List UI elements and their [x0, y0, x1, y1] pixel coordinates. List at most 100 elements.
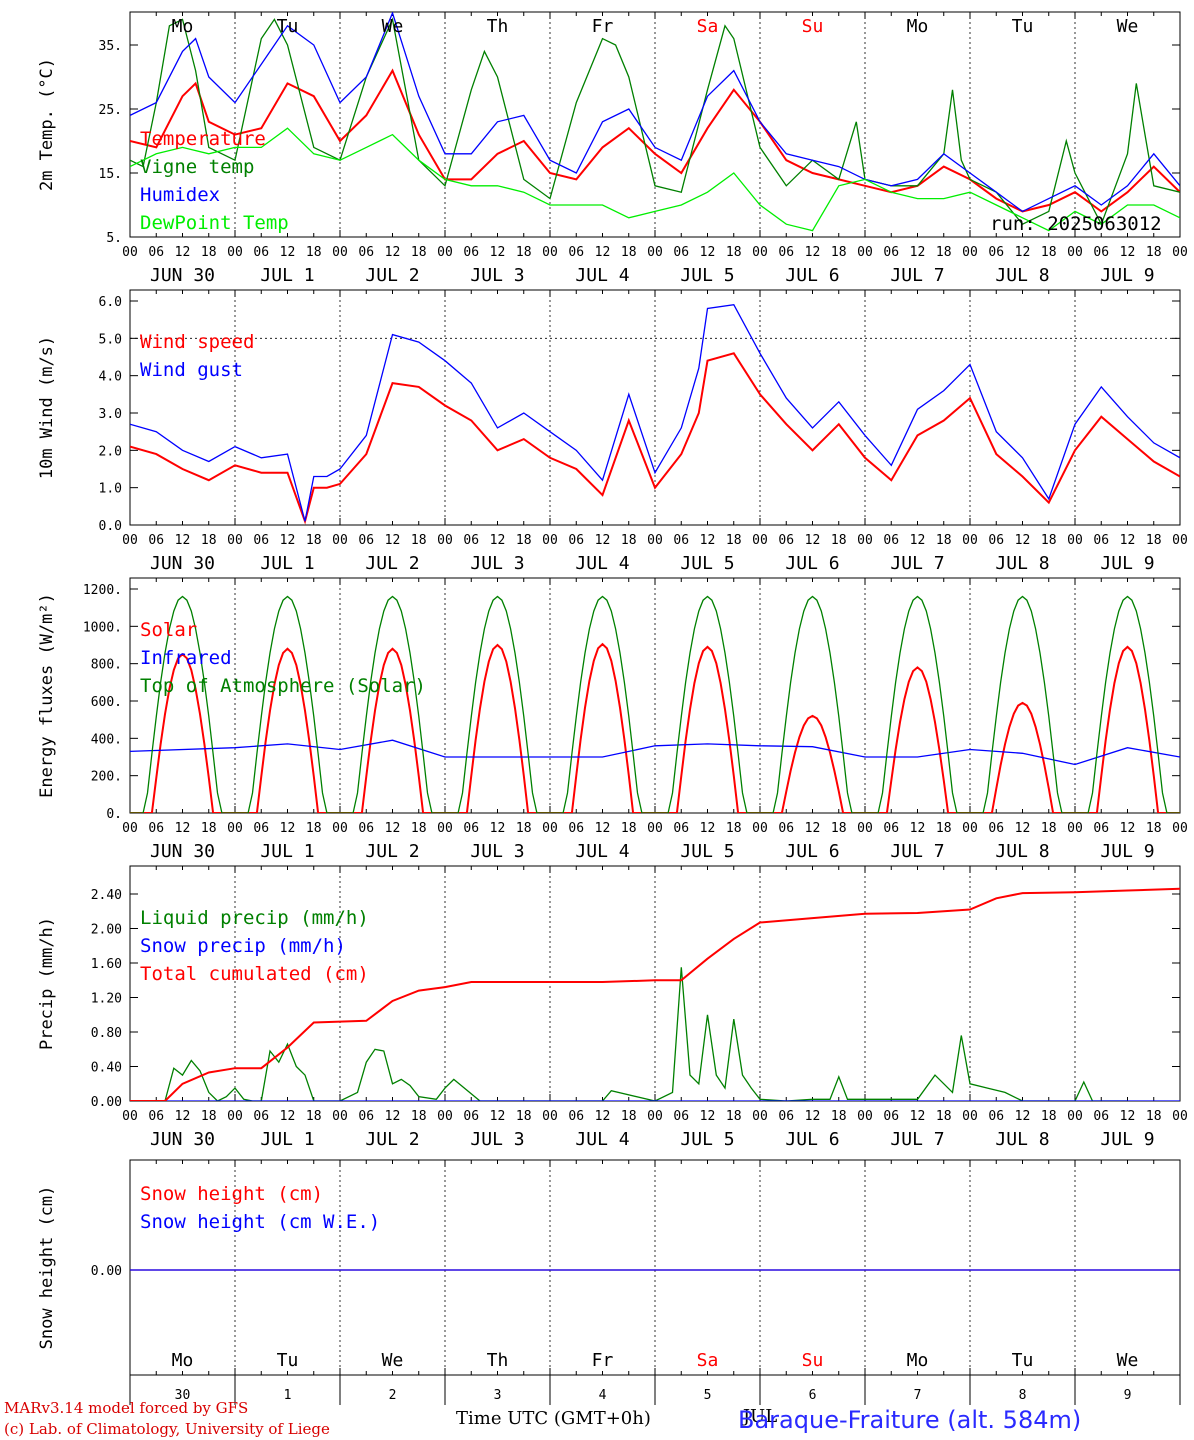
- hour-label: 18: [1146, 245, 1162, 260]
- hour-label: 06: [253, 821, 269, 836]
- date-label: JUL 7: [890, 553, 944, 574]
- hour-label: 18: [201, 821, 217, 836]
- series-wind-gust: [130, 303, 1180, 522]
- hour-label: 06: [358, 533, 374, 548]
- day-label: Th: [487, 1350, 509, 1371]
- hour-label: 18: [306, 245, 322, 260]
- date-label: JUL 4: [575, 265, 629, 286]
- day-label: Mo: [172, 1350, 194, 1371]
- hour-label: 18: [621, 245, 637, 260]
- date-label: JUL 1: [260, 1129, 314, 1150]
- day-label: Fr: [592, 16, 614, 37]
- hour-label: 18: [516, 1109, 532, 1124]
- hour-label: 18: [306, 533, 322, 548]
- y-tick-label: 0.: [106, 807, 122, 822]
- hour-label: 06: [883, 1109, 899, 1124]
- hour-label: 06: [988, 1109, 1004, 1124]
- series-humidex: [130, 12, 1180, 213]
- hour-label: 06: [568, 533, 584, 548]
- hour-label: 12: [385, 245, 401, 260]
- hour-label: 12: [1120, 1109, 1136, 1124]
- hour-label: 18: [831, 1109, 847, 1124]
- hour-label: 06: [673, 533, 689, 548]
- panel-wind: 0.0 1.0 2.0 3.0 4.0 5.0 6.0 10m Wind (m/s) Wind …: [37, 289, 1188, 574]
- hour-label: 12: [805, 1109, 821, 1124]
- hour-label: 06: [988, 821, 1004, 836]
- hour-label: 18: [1041, 533, 1057, 548]
- day-label: Tu: [277, 1350, 299, 1371]
- hour-label: 00: [857, 245, 873, 260]
- date-label: JUL 7: [890, 1129, 944, 1150]
- y-axis-title: 10m Wind (m/s): [37, 336, 57, 479]
- date-label: JUL 9: [1100, 265, 1154, 286]
- y-tick-label: 0.40: [91, 1061, 122, 1076]
- date-label: JUL 2: [365, 841, 419, 862]
- day-label: Mo: [907, 1350, 929, 1371]
- hour-label: 12: [280, 245, 296, 260]
- hour-label: 00: [437, 821, 453, 836]
- hour-label: 06: [148, 821, 164, 836]
- day-label: Th: [487, 16, 509, 37]
- hour-label: 12: [385, 533, 401, 548]
- panel-energy: 0. 200. 400. 600. 800. 1000. 1200. Energy fluxe…: [37, 577, 1188, 862]
- series-dewpoint-temp: [130, 127, 1180, 232]
- model-credit: MARv3.14 model forced by GFS: [4, 1399, 248, 1417]
- date-label: JUL 5: [680, 841, 734, 862]
- hour-label: 00: [752, 1109, 768, 1124]
- hour-label: 00: [542, 245, 558, 260]
- hour-label: 12: [175, 1109, 191, 1124]
- date-label: JUL 6: [785, 1129, 839, 1150]
- hour-label: 12: [910, 821, 926, 836]
- y-axis-title: Energy fluxes (W/m²): [37, 593, 57, 798]
- hour-label: 00: [962, 533, 978, 548]
- series-temperature: [130, 68, 1180, 213]
- hour-label: 06: [1093, 821, 1109, 836]
- hour-label: 12: [805, 245, 821, 260]
- hour-label: 06: [1093, 245, 1109, 260]
- hour-label: 12: [385, 821, 401, 836]
- y-tick-label: 800.: [91, 658, 122, 673]
- date-label: JUL 1: [260, 553, 314, 574]
- y-tick-label: 4.0: [99, 370, 122, 385]
- hour-label: 12: [175, 533, 191, 548]
- hour-label: 18: [306, 1109, 322, 1124]
- hour-label: 18: [201, 1109, 217, 1124]
- hour-label: 18: [411, 821, 427, 836]
- date-label: JUL 7: [890, 265, 944, 286]
- hour-label: 00: [1172, 1109, 1188, 1124]
- hour-label: 18: [726, 1109, 742, 1124]
- hour-label: 06: [778, 533, 794, 548]
- legend-entry: Snow height (cm W.E.): [140, 1211, 380, 1233]
- y-tick-label: 3.0: [99, 407, 122, 422]
- hour-label: 18: [936, 821, 952, 836]
- hour-label: 12: [490, 821, 506, 836]
- hour-label: 12: [910, 245, 926, 260]
- hour-label: 12: [700, 821, 716, 836]
- hour-label: 12: [1120, 533, 1136, 548]
- hour-label: 12: [1120, 821, 1136, 836]
- y-tick-label: 5.0: [99, 332, 122, 347]
- day-label: Tu: [1012, 1350, 1034, 1371]
- hour-label: 18: [1041, 245, 1057, 260]
- hour-label: 12: [595, 245, 611, 260]
- x-axis-title: Time UTC (GMT+0h): [456, 1408, 651, 1429]
- hour-label: 00: [227, 245, 243, 260]
- hour-label: 12: [595, 821, 611, 836]
- hour-label: 12: [910, 1109, 926, 1124]
- lab-credit: (c) Lab. of Climatology, University of L…: [4, 1420, 330, 1438]
- day-label: We: [1117, 16, 1139, 37]
- y-tick-label: 25.: [99, 103, 122, 118]
- hour-label: 00: [752, 245, 768, 260]
- y-tick-label: 400.: [91, 732, 122, 747]
- hour-label: 00: [752, 533, 768, 548]
- hour-label: 00: [227, 821, 243, 836]
- hour-label: 00: [857, 1109, 873, 1124]
- hour-label: 18: [621, 1109, 637, 1124]
- y-tick-label: 35.: [99, 39, 122, 54]
- y-axis-title: 2m Temp. (°C): [37, 58, 57, 191]
- legend-entry: Wind gust: [140, 359, 243, 381]
- hour-label: 00: [332, 821, 348, 836]
- y-tick-label: 0.80: [91, 1026, 122, 1041]
- date-label: JUN 30: [150, 553, 215, 574]
